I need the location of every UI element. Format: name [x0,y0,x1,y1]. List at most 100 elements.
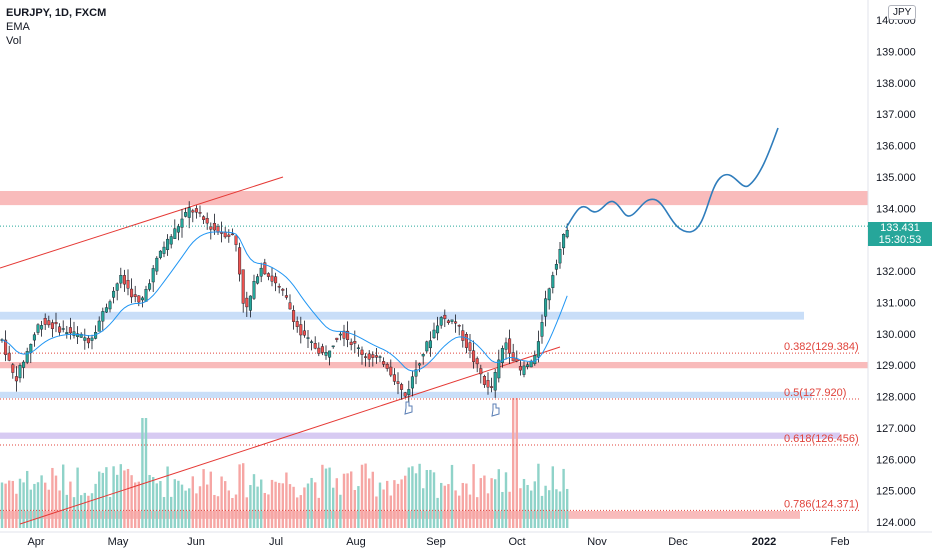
candle-body [342,330,346,339]
volume-indicator-label[interactable]: Vol [6,35,22,47]
volume-bar [324,468,328,528]
candle-body [414,369,418,377]
time-tick-label: Oct [508,536,525,548]
volume-bar [76,467,79,528]
volume-bar [342,473,346,528]
candle-body [112,290,116,298]
candle-body [536,341,540,358]
volume-bar [533,481,536,528]
volume-bar [198,486,202,528]
volume-bar [558,491,562,528]
time-tick-label: Feb [831,536,850,548]
candle-body [220,232,224,234]
candle-body [180,218,184,228]
candle-body [252,281,256,299]
candle-body [43,318,47,325]
candle-body [259,267,263,277]
candle-body [410,376,414,389]
volume-bar [562,468,565,528]
candle-body [83,337,87,341]
price-tick-label: 127.000 [876,423,916,435]
chart-legend: EURJPY, 1D, FXCM EMA Vol [6,6,106,48]
volume-bar [267,494,270,528]
bar-countdown: 15:30:53 [878,234,922,246]
candle-body [493,372,497,391]
volume-bar [364,463,367,528]
volume-bar [386,480,389,528]
time-tick-label: Sep [426,536,446,548]
volume-bar [422,488,425,528]
volume-bar [177,480,180,528]
volume-bar [231,497,234,528]
symbol-title[interactable]: EURJPY, 1D, FXCM [6,7,107,19]
candle-body [79,333,83,338]
volume-bar [375,496,378,528]
volume-bar [256,486,259,528]
volume-bar [497,469,500,528]
volume-bar [429,469,432,528]
price-tick-label: 132.000 [876,266,916,278]
candle-body [450,319,454,322]
candle-body [346,330,350,340]
fib-layer: 0.382(129.384) 0.5(127.920) 0.618(126.456)… [0,341,860,511]
candle-body [198,212,202,214]
volume-bar [411,466,414,528]
time-tick-label: Apr [27,536,44,548]
candle-body [202,216,206,220]
candle-body [158,250,162,258]
volume-bar [119,464,122,528]
candle-body [457,325,461,327]
volume-bar [123,470,126,528]
currency-badge[interactable]: JPY [888,5,917,20]
volume-bar [396,483,400,528]
volume-bar [281,483,284,528]
volume-bar [260,479,263,528]
candle-body [497,359,501,379]
volume-bar [537,463,540,528]
volume-bar [522,478,526,528]
volume-bar [314,482,317,528]
volume-bar [98,471,101,528]
volume-bar [238,464,241,528]
candle-body [472,350,476,362]
fib-label: 0.786(124.371) [784,498,859,510]
zone-band [0,311,804,320]
volume-bar [209,471,212,528]
candle-body [295,321,299,327]
candle-body [148,283,152,290]
volume-bar [310,477,313,528]
candle-body [486,380,490,388]
candle-body [302,330,306,336]
volume-bar [414,473,418,528]
candle-body [310,341,314,343]
volume-bar [101,472,104,528]
volume-bar [58,490,61,528]
candle-body [511,352,515,362]
candle-body [72,331,76,336]
candle-body [558,249,562,264]
candle-body [562,234,566,249]
volume-bar [62,464,65,528]
volume-bar [299,495,302,528]
candle-body [382,361,386,365]
volume-bar [335,478,338,528]
candle-body [32,334,36,341]
volume-bar [555,489,558,528]
candle-body [529,360,533,368]
candle-body [209,226,213,230]
volume-bar [105,467,108,528]
volume-bar [4,483,7,528]
candle-body [86,337,90,344]
candle-body [36,324,40,333]
volume-bar [360,464,364,528]
volume-bar [29,489,32,528]
candle-body [439,317,443,326]
volume-bar [486,493,490,528]
zones-layer [0,190,868,519]
ema-indicator-label[interactable]: EMA [6,21,30,33]
candle-body [299,324,303,336]
price-tick-label: 129.000 [876,360,916,372]
candle-body [7,352,11,361]
price-tick-label: 124.000 [876,517,916,529]
